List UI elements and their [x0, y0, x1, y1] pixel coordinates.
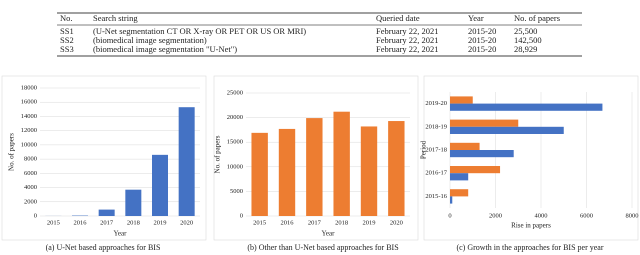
y-tick-label: 2018-19 [425, 123, 447, 130]
chart-frame [1, 75, 207, 241]
y-tick-label: 2019-20 [425, 100, 447, 107]
bar [125, 189, 142, 216]
bar [450, 126, 564, 134]
x-tick-label: 2015 [47, 219, 60, 226]
y-tick-label: 0 [34, 212, 37, 219]
y-tick-label: 2016-17 [425, 170, 447, 177]
x-axis-label: Rise in papers [511, 222, 551, 230]
bar [450, 189, 469, 197]
bar [152, 154, 168, 216]
bar [98, 209, 115, 216]
x-tick-label: 2015 [253, 219, 266, 226]
x-tick-label: 2019 [363, 219, 376, 226]
table-header: No. of papers [514, 13, 560, 23]
y-axis-label: No. of papers [214, 135, 222, 173]
chart-frame [213, 75, 419, 241]
table-cell: SS3 [60, 44, 74, 54]
table-header: Search string [93, 13, 138, 23]
y-tick-label: 25000 [227, 89, 243, 96]
table-header: Queried date [376, 13, 420, 23]
bar [450, 173, 469, 181]
y-tick-label: 10000 [21, 141, 37, 148]
x-tick-label: 6000 [580, 212, 593, 219]
bar [333, 111, 350, 216]
x-axis-label: Year [322, 230, 336, 238]
x-tick-label: 2017 [308, 219, 322, 226]
y-tick-label: 8000 [24, 156, 37, 163]
x-tick-label: 2020 [180, 219, 193, 226]
y-tick-label: 4000 [24, 184, 37, 191]
bar [450, 142, 480, 150]
bar [450, 150, 514, 158]
table-cell: SS1 [60, 26, 74, 36]
table-cell: 2015-20 [468, 35, 496, 45]
y-tick-label: 18000 [21, 84, 37, 91]
x-tick-label: 8000 [626, 212, 639, 219]
bar [450, 103, 603, 111]
bar [178, 107, 195, 216]
x-tick-label: 2019 [154, 219, 167, 226]
bar [450, 96, 473, 104]
bar [450, 119, 519, 127]
bar [388, 121, 405, 216]
y-tick-label: 10000 [227, 163, 243, 170]
bar [306, 118, 323, 216]
y-tick-label: 15000 [227, 139, 243, 146]
y-tick-label: 2017-18 [425, 146, 447, 153]
caption: (c) Growth in the approaches for BIS per… [456, 243, 603, 252]
x-tick-label: 2000 [489, 212, 502, 219]
x-axis-label: Year [114, 230, 128, 238]
y-tick-label: 2000 [24, 198, 37, 205]
x-tick-label: 2016 [74, 219, 88, 226]
bar [251, 132, 268, 216]
x-tick-label: 4000 [535, 212, 548, 219]
y-tick-label: 2015-16 [425, 193, 447, 200]
y-tick-label: 14000 [21, 113, 37, 120]
y-axis-label: Period [420, 140, 428, 159]
bar [360, 126, 378, 216]
table-cell: 2015-20 [468, 26, 496, 36]
table-header: No. [60, 13, 73, 23]
table-cell: February 22, 2021 [376, 44, 439, 54]
table-cell: 2015-20 [468, 44, 496, 54]
caption: (b) Other than U-Net based approaches fo… [247, 243, 398, 252]
table-cell: (biomedical image segmentation) [93, 35, 207, 45]
y-tick-label: 16000 [21, 99, 37, 106]
y-tick-label: 0 [240, 212, 243, 219]
table-cell: (U-Net segmentation CT OR X-ray OR PET O… [93, 26, 306, 36]
x-tick-label: 2018 [335, 219, 348, 226]
table-cell: SS2 [60, 35, 74, 45]
x-tick-label: 2016 [281, 219, 295, 226]
table-cell: February 22, 2021 [376, 26, 439, 36]
table-cell: 142,500 [514, 35, 542, 45]
bar [450, 196, 453, 204]
caption: (a) U-Net based approaches for BIS [46, 243, 161, 252]
x-tick-label: 2018 [127, 219, 140, 226]
chart-frame [423, 75, 639, 241]
table-cell: (biomedical image segmentation "U-Net") [93, 44, 237, 54]
y-tick-label: 5000 [230, 188, 243, 195]
y-tick-label: 12000 [21, 127, 37, 134]
bar [450, 166, 501, 174]
x-tick-label: 2017 [100, 219, 114, 226]
bar [278, 128, 296, 216]
y-tick-label: 20000 [227, 114, 243, 121]
y-axis-label: No. of papers [8, 133, 16, 171]
table-cell: February 22, 2021 [376, 35, 439, 45]
y-tick-label: 6000 [24, 170, 37, 177]
x-tick-label: 0 [448, 212, 451, 219]
table-header: Year [468, 13, 484, 23]
table-cell: 25,500 [514, 26, 537, 36]
table-cell: 28,929 [514, 44, 537, 54]
x-tick-label: 2020 [390, 219, 403, 226]
